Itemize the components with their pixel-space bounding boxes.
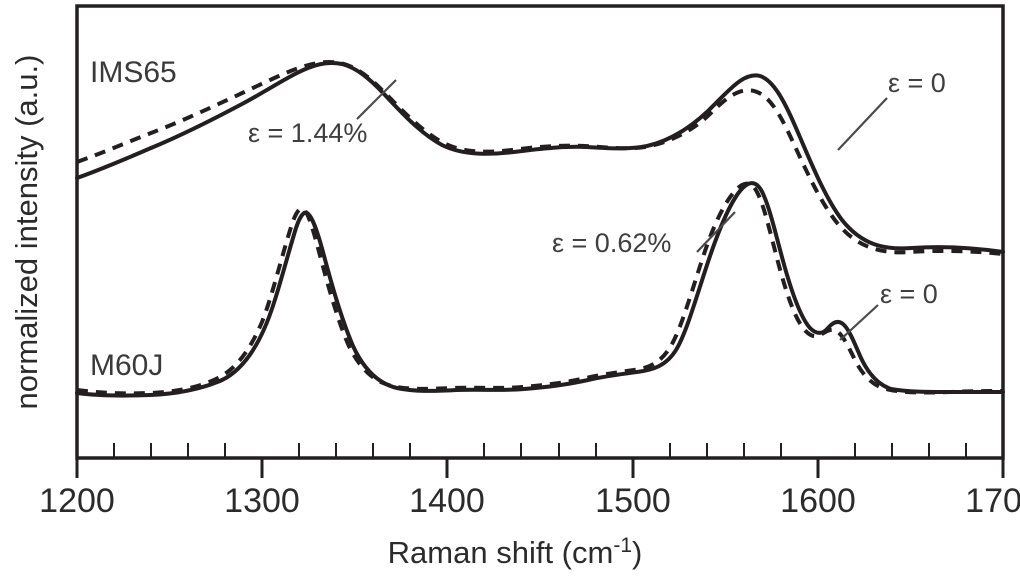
series-label-ims65: IMS65 [90,56,177,89]
x-tick-label-1500: 1500 [595,482,671,520]
x-tick-label-1600: 1600 [780,482,856,520]
annotation-m60j-unstrained: ε = 0 [880,279,938,309]
x-axis-minor-ticks [113,443,967,458]
leader-line-ims65-unstrained [837,97,888,151]
plot-frame [75,4,1005,460]
annotation-m60j-strained: ε = 0.62% [552,228,671,258]
x-tick-label-1700: 1700 [965,482,1020,520]
solid-curve-m60j [75,181,1005,398]
x-axis-title-superscript: -1 [613,534,632,557]
x-axis-major-ticks [75,458,1005,478]
x-axis-title: Raman shift (cm-1) [388,534,643,570]
x-tick-label-1400: 1400 [409,482,485,520]
leader-line-ims65-strained [356,79,397,120]
annotation-leader-lines [356,79,888,341]
dashed-curve-m60j [76,181,1004,396]
leader-line-m60j-strained [696,211,736,253]
x-axis-title-tail: ) [632,535,642,570]
annotation-ims65-unstrained: ε = 0 [888,68,946,98]
x-axis-title-main: Raman shift (cm [388,535,614,570]
solid-curve-ims65 [75,61,1005,254]
y-axis-title: normalized intensity (a.u.) [9,55,44,410]
x-tick-label-1200: 1200 [39,482,115,520]
annotation-ims65-strained: ε = 1.44% [248,118,367,148]
dashed-curve-ims65 [76,60,1004,256]
x-tick-label-1300: 1300 [224,482,300,520]
leader-line-m60j-unstrained [839,304,879,341]
series-label-m60j: M60J [90,349,163,382]
